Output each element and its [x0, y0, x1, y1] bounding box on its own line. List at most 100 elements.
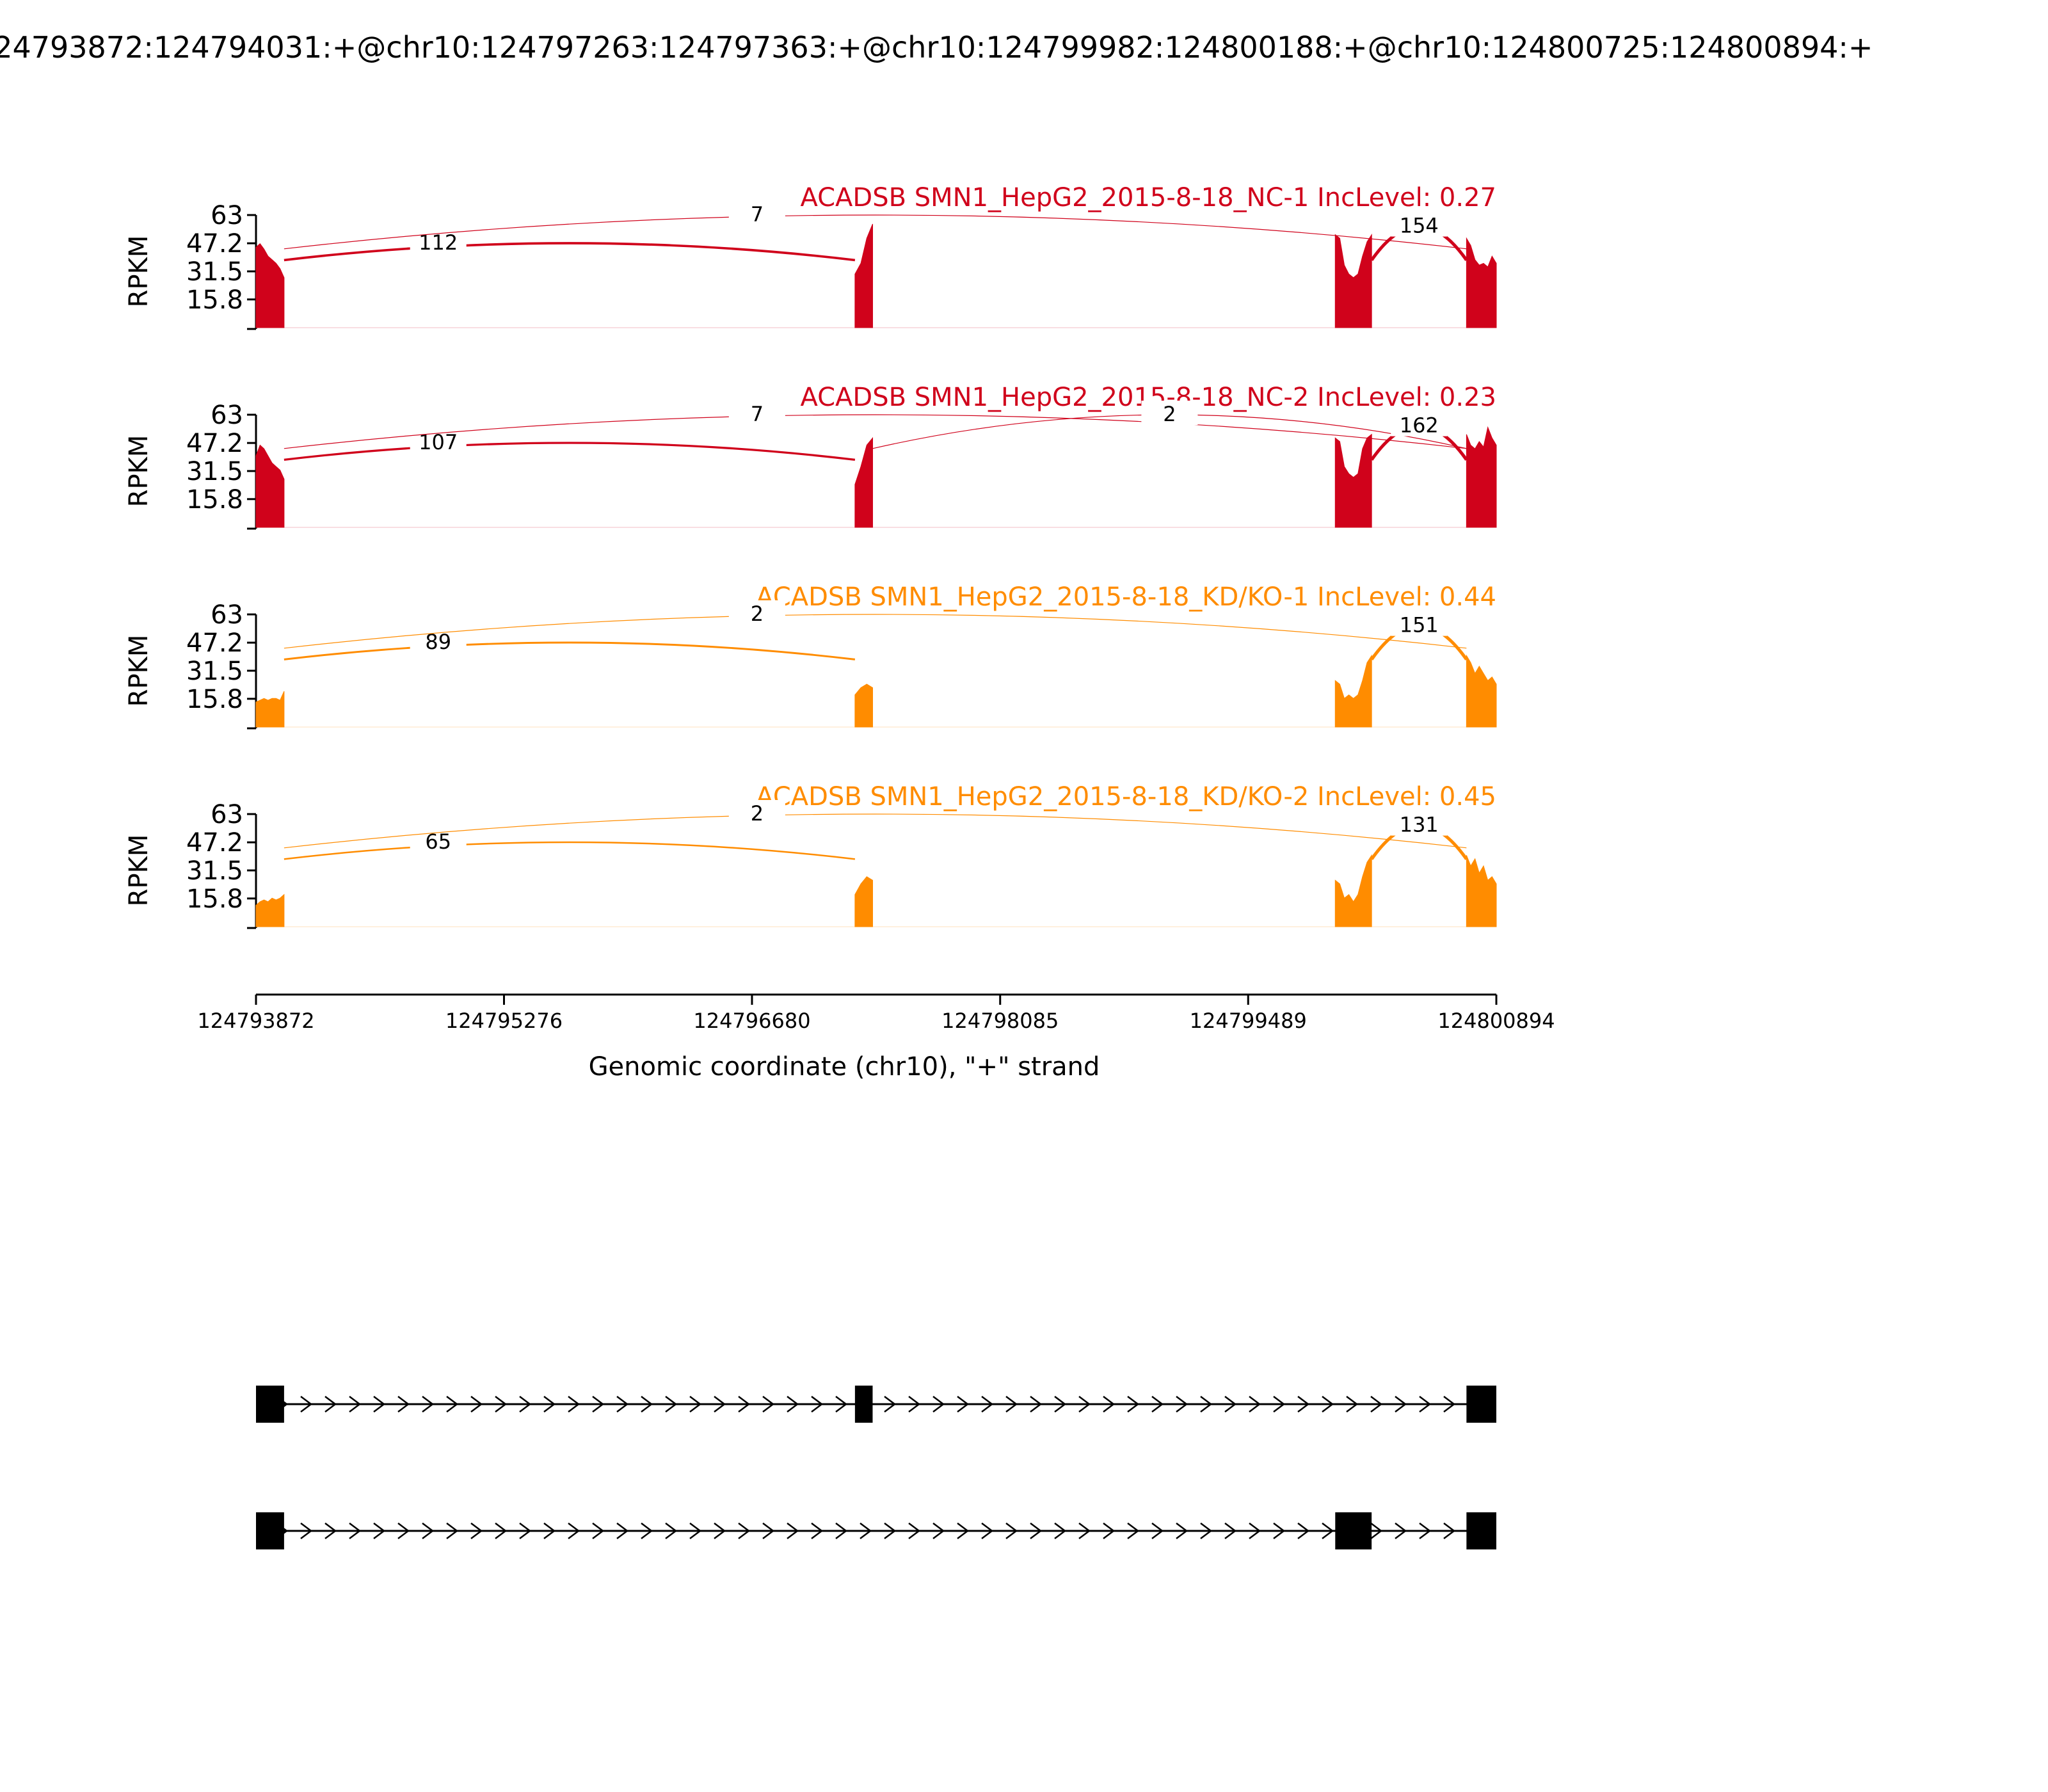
y-tick-label: 15.8 [186, 884, 243, 914]
junction-label-bg [1391, 412, 1448, 436]
strand-arrow [470, 1396, 483, 1412]
strand-arrow [1127, 1396, 1140, 1412]
junction-label-bg [728, 600, 785, 625]
strand-arrow [1103, 1396, 1116, 1412]
strand-arrow [519, 1523, 532, 1539]
strand-arrow [1395, 1523, 1407, 1539]
strand-arrow [1224, 1523, 1237, 1539]
strand-arrow [981, 1396, 994, 1412]
y-tick-label: 31.5 [186, 657, 243, 686]
strand-arrow [981, 1523, 994, 1539]
junction-label-bg [728, 201, 785, 225]
coverage-block-4 [1466, 855, 1497, 927]
y-tick-label: 63 [211, 600, 243, 630]
strand-arrow [787, 1396, 799, 1412]
strand-arrow [397, 1396, 410, 1412]
coverage-block-3 [1334, 233, 1372, 328]
exon-block [256, 1386, 284, 1423]
exon-block [1466, 1512, 1496, 1549]
strand-arrow [1249, 1523, 1261, 1539]
strand-arrow [1054, 1396, 1067, 1412]
strand-arrow [641, 1523, 653, 1539]
junction-label-bg [1141, 401, 1198, 425]
y-tick-label: 47.2 [186, 628, 243, 658]
figure-title: chr10:124793872:124794031:+@chr10:124797… [0, 30, 1873, 65]
y-tick-label: 31.5 [186, 856, 243, 886]
y-tick-label: 15.8 [186, 285, 243, 315]
strand-arrow [811, 1523, 824, 1539]
junction-label-bg [1391, 212, 1448, 237]
strand-arrow [1443, 1523, 1456, 1539]
strand-arrow [300, 1396, 313, 1412]
strand-arrow [1370, 1396, 1383, 1412]
strand-arrow [1176, 1523, 1188, 1539]
junction-label-bg [1391, 811, 1448, 836]
strand-arrow [1273, 1396, 1286, 1412]
coverage-block-2 [854, 223, 873, 328]
coverage-block-3 [1334, 854, 1372, 927]
strand-arrow [665, 1523, 678, 1539]
strand-arrow [373, 1396, 386, 1412]
strand-arrow [568, 1396, 580, 1412]
strand-arrow [1370, 1523, 1383, 1539]
strand-arrow [762, 1523, 775, 1539]
y-tick-label: 15.8 [186, 485, 243, 515]
coverage-block-2 [854, 436, 874, 528]
strand-arrow [1103, 1523, 1116, 1539]
strand-arrow [714, 1396, 726, 1412]
junction-arc [284, 414, 1467, 449]
junction-label-bg [728, 401, 785, 425]
strand-arrow [860, 1523, 872, 1539]
strand-arrow [1030, 1523, 1043, 1539]
junction-arc [284, 214, 1467, 250]
junction-arc [284, 614, 1467, 649]
coverage-block-1 [255, 691, 285, 728]
junction-count-label: 154 [1400, 214, 1439, 238]
y-tick-label: 47.2 [186, 828, 243, 858]
x-tick-label: 124799489 [1190, 1009, 1307, 1033]
exon-block [854, 1386, 873, 1423]
strand-arrow [787, 1523, 799, 1539]
strand-arrow [397, 1523, 410, 1539]
coverage-panel-3: ACADSB SMN1_HepG2_2015-8-18_KD/KO-1 IncL… [124, 582, 1497, 730]
panel-title: ACADSB SMN1_HepG2_2015-8-18_KD/KO-2 IncL… [756, 782, 1496, 812]
strand-arrow [689, 1523, 702, 1539]
strand-arrow [543, 1396, 556, 1412]
strand-arrow [324, 1396, 337, 1412]
strand-arrow [689, 1396, 702, 1412]
junction-arc [284, 641, 856, 660]
junction-count-label: 2 [751, 602, 764, 626]
junction-count-label: 107 [419, 430, 458, 454]
strand-arrow [349, 1396, 362, 1412]
coverage-block-4 [1466, 654, 1497, 728]
y-tick-label: 31.5 [186, 257, 243, 287]
y-axis-label: RPKM [124, 435, 154, 508]
strand-arrow [1322, 1396, 1334, 1412]
junction-count-label: 2 [751, 801, 764, 826]
y-tick-label: 63 [211, 800, 243, 829]
strand-arrow [568, 1523, 580, 1539]
junction-arc [284, 841, 856, 860]
strand-arrow [1443, 1396, 1456, 1412]
strand-arrow [641, 1396, 653, 1412]
x-axis: 124793872 124795276 124796680 124798085 1247… [197, 993, 1555, 1082]
strand-arrow [1078, 1523, 1091, 1539]
y-tick-label: 15.8 [186, 685, 243, 714]
x-tick-label: 124793872 [197, 1009, 314, 1033]
strand-arrow [470, 1523, 483, 1539]
strand-arrow [519, 1396, 532, 1412]
strand-arrow [324, 1523, 337, 1539]
strand-arrow [957, 1396, 970, 1412]
junction-count-label: 112 [419, 230, 458, 255]
gene-model-2 [256, 1512, 1496, 1549]
strand-arrow [422, 1523, 435, 1539]
junction-label-bg [728, 800, 785, 824]
x-tick-label: 124800894 [1437, 1009, 1555, 1033]
y-tick-label: 47.2 [186, 429, 243, 458]
gene-models [256, 1386, 1496, 1549]
coverage-block-1 [255, 444, 285, 528]
junction-arc [284, 242, 856, 262]
strand-arrow [957, 1523, 970, 1539]
strand-arrow [1395, 1396, 1407, 1412]
